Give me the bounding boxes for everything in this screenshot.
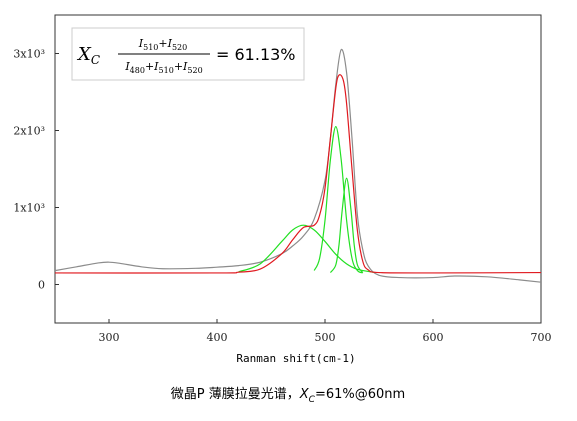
operator: + [145, 60, 154, 73]
subscript: 510 [143, 43, 158, 52]
operator: + [174, 60, 183, 73]
operator: + [158, 37, 167, 50]
subscript: 510 [159, 66, 174, 75]
plot [54, 48, 542, 323]
y-tick-label: 3x10³ [13, 48, 45, 61]
x-tick-label: 500 [315, 331, 336, 344]
symbol: I [153, 60, 159, 73]
y-tick-label: 2x10³ [13, 125, 45, 138]
x-tick-label: 400 [207, 331, 228, 344]
y-tick-label: 1x10³ [13, 202, 45, 215]
caption-rest: =61%@60nm [315, 387, 405, 402]
x-axis-label: Ranman shift(cm-1) [236, 352, 355, 365]
var: X [76, 44, 92, 65]
series-line [313, 126, 364, 274]
var-sub: C [91, 53, 100, 67]
series-line [329, 177, 364, 273]
caption: 微晶P 薄膜拉曼光谱，XC=61%@60nm [171, 387, 405, 405]
symbol: I [182, 60, 188, 73]
caption-sub: C [309, 395, 316, 405]
subscript: 520 [172, 43, 187, 52]
x-tick-label: 300 [99, 331, 120, 344]
subscript: 480 [130, 66, 145, 75]
caption-text: 微晶P 薄膜拉曼光谱， [171, 387, 300, 402]
symbol: I [124, 60, 130, 73]
formula-var: XC [76, 44, 100, 67]
series-line [54, 74, 542, 274]
x-tick-label: 600 [423, 331, 444, 344]
x-tick-label: 700 [531, 331, 552, 344]
symbol: I [138, 37, 144, 50]
denominator: I480+I510+I520 [124, 60, 202, 75]
formula-result: = 61.13% [216, 45, 296, 64]
plot-frame [54, 14, 542, 324]
numerator: I510+I520 [138, 37, 188, 52]
series-line [238, 224, 374, 273]
symbol: I [167, 37, 173, 50]
subscript: 520 [187, 66, 202, 75]
y-tick-label: 0 [38, 279, 45, 292]
caption-var: X [299, 387, 310, 402]
series-line [54, 48, 542, 283]
